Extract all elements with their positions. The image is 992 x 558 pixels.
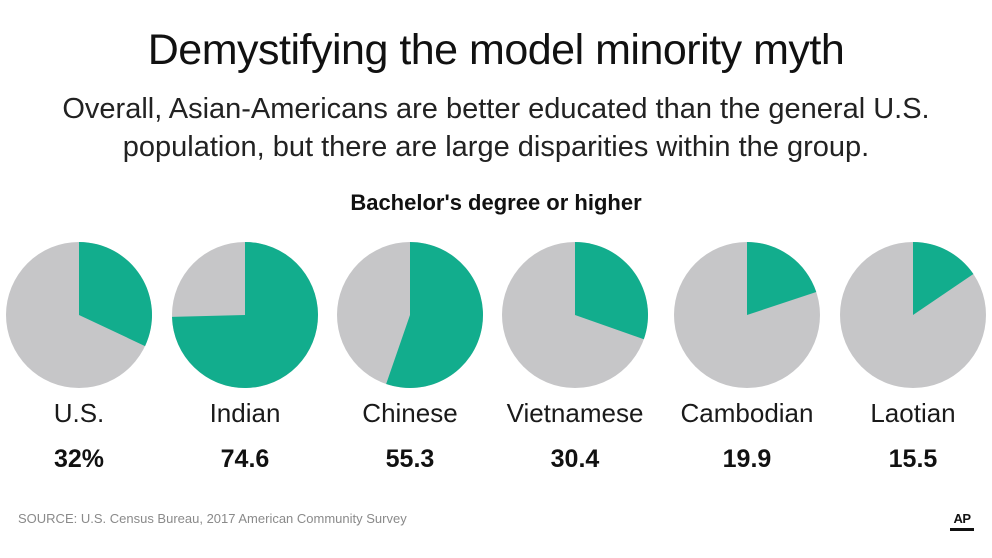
pie-label-indian: Indian: [210, 398, 281, 428]
pie-slice-cambodian: [747, 242, 817, 315]
pie-label-u-s: U.S.: [54, 398, 105, 428]
pie-vietnamese: Vietnamese 30.4: [502, 242, 649, 473]
pie-chinese: Chinese 55.3: [337, 242, 484, 473]
pie-value-chinese: 55.3: [386, 445, 435, 473]
page-title: Demystifying the model minority myth: [147, 26, 845, 74]
source-note: SOURCE: U.S. Census Bureau, 2017 America…: [18, 511, 407, 526]
pie-value-indian: 74.6: [221, 445, 270, 473]
subtitle-line-1: Overall, Asian-Americans are better educ…: [62, 93, 930, 125]
pie-indian: Indian 74.6: [172, 242, 318, 473]
ap-logo-rule: [950, 528, 974, 531]
chart-title: Bachelor's degree or higher: [350, 190, 642, 215]
subtitle: Overall, Asian-Americans are better educ…: [0, 90, 992, 166]
subtitle-line-2: population, but there are large disparit…: [122, 131, 870, 163]
pie-slice-laotian: [913, 242, 974, 315]
pie-u-s: U.S. 32%: [6, 242, 152, 473]
pie-value-laotian: 15.5: [889, 445, 938, 473]
pie-slice-vietnamese: [575, 242, 649, 340]
pie-label-vietnamese: Vietnamese: [507, 398, 644, 428]
pie-label-laotian: Laotian: [870, 398, 955, 428]
pie-label-chinese: Chinese: [362, 398, 457, 428]
ap-logo: AP: [950, 512, 974, 531]
pie-value-vietnamese: 30.4: [551, 445, 600, 473]
pie-slice-u-s: [79, 242, 152, 347]
pie-cambodian: Cambodian 19.9: [674, 242, 820, 473]
pie-value-u-s: 32%: [54, 445, 104, 473]
pie-slice-indian: [172, 242, 318, 388]
ap-logo-text: AP: [953, 511, 971, 526]
pie-slice-chinese: [386, 242, 484, 389]
pie-laotian: Laotian 15.5: [840, 242, 986, 473]
pie-label-cambodian: Cambodian: [681, 398, 814, 428]
pie-value-cambodian: 19.9: [723, 445, 772, 473]
